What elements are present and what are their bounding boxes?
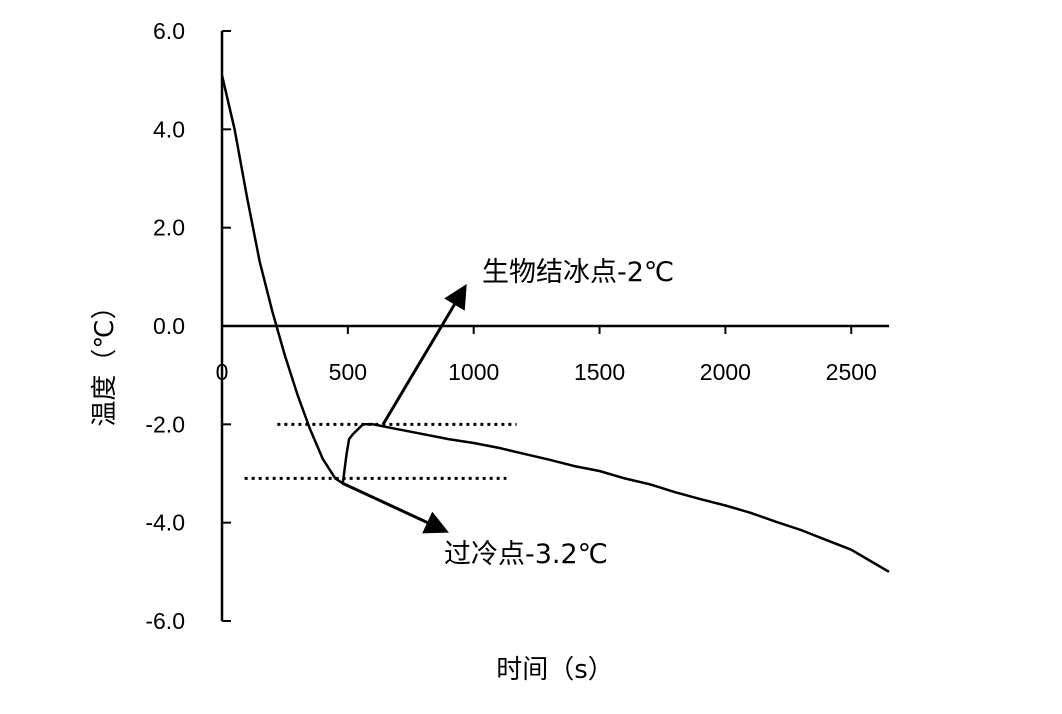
x-axis-title: 时间（s） [496, 655, 614, 685]
x-tick-label: 1000 [448, 359, 499, 385]
x-tick-labels: 0 500 1000 1500 2000 2500 [216, 359, 877, 385]
annotation-label: 过冷点-3.2℃ [444, 539, 608, 570]
y-tick-label: -6.0 [145, 608, 185, 634]
y-tick-label: 4.0 [153, 116, 185, 142]
axes [220, 30, 889, 622]
y-tick-label: 6.0 [153, 18, 185, 44]
x-tick-label: 0 [216, 359, 229, 385]
annotations: 生物结冰点-2℃ 过冷点-3.2℃ [342, 257, 674, 570]
y-tick-labels: 6.0 4.0 2.0 0.0 -2.0 -4.0 -6.0 [145, 18, 185, 634]
x-tick-label: 500 [329, 359, 367, 385]
y-axis-title: 温度（℃） [90, 293, 120, 426]
x-tick-label: 2000 [700, 359, 751, 385]
annotation-label: 生物结冰点-2℃ [482, 257, 674, 288]
y-tick-label: 2.0 [153, 215, 185, 241]
y-tick-label: -4.0 [145, 510, 185, 536]
temperature-curve [220, 75, 890, 573]
y-tick-label: 0.0 [153, 313, 185, 339]
annotation-arrow [342, 481, 449, 534]
reference-lines [244, 422, 517, 480]
x-tick-label: 1500 [574, 359, 625, 385]
annotation-arrow [381, 283, 467, 426]
series-group [220, 75, 890, 573]
y-tick-label: -2.0 [145, 411, 185, 437]
x-tick-label: 2500 [826, 359, 877, 385]
